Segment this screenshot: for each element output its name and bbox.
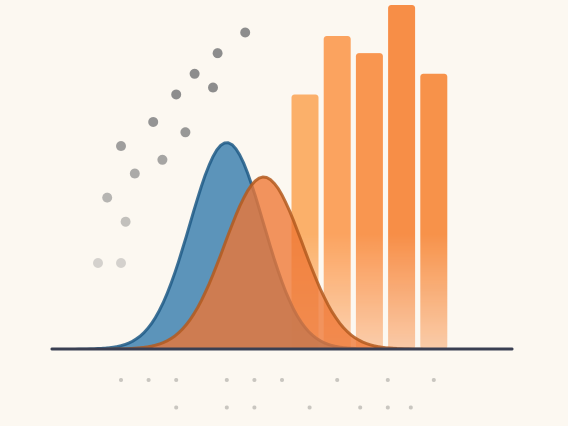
baseline-dot-12 <box>252 405 257 410</box>
baseline-dot-11 <box>224 405 229 410</box>
baseline-dot-9 <box>431 377 436 382</box>
baseline-dot-16 <box>408 405 413 410</box>
baseline-dot-10 <box>174 405 179 410</box>
scatter-point-7 <box>180 127 191 138</box>
baseline-dot-6 <box>280 377 284 382</box>
scatter-point-4 <box>171 89 182 100</box>
baseline-dot-7 <box>335 377 340 382</box>
scatter-point-3 <box>189 68 200 79</box>
scatter-point-2 <box>212 48 223 59</box>
baseline-dot-3 <box>174 377 179 382</box>
scatter-point-1 <box>240 27 251 38</box>
baseline-dot-5 <box>252 377 257 382</box>
scatter-point-9 <box>157 154 168 165</box>
scatter-point-10 <box>129 168 140 179</box>
density-area-2 <box>52 177 512 349</box>
bar-3 <box>355 53 383 349</box>
scatter-point-12 <box>120 216 131 227</box>
scatter-point-11 <box>102 192 113 203</box>
bar-4 <box>388 5 416 349</box>
bar-2 <box>323 35 351 350</box>
baseline-dot-1 <box>119 377 123 382</box>
scatter-point-5 <box>208 82 218 93</box>
bar-5 <box>420 73 448 350</box>
baseline-dot-15 <box>385 405 390 410</box>
baseline-dot-14 <box>358 405 363 410</box>
baseline-dots-layer <box>119 377 436 410</box>
baseline-dot-8 <box>385 377 390 382</box>
scatter-point-6 <box>148 116 159 127</box>
scatter-point-13 <box>93 258 103 268</box>
baseline-dot-2 <box>146 377 151 382</box>
scatter-layer <box>93 27 251 268</box>
baseline-dot-4 <box>224 377 229 382</box>
baseline-dot-13 <box>307 405 312 410</box>
scatter-point-8 <box>116 141 126 152</box>
scatter-point-14 <box>116 258 126 268</box>
